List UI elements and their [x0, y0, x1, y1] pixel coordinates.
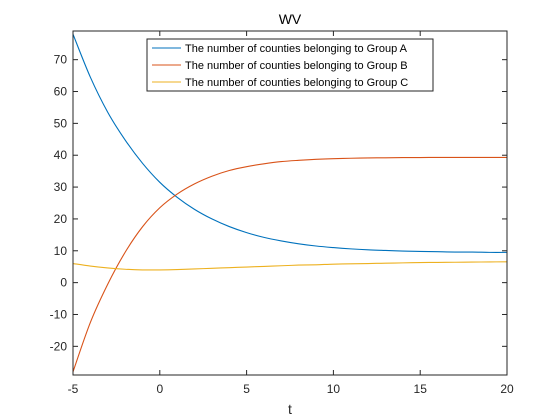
x-axis-label: t: [288, 401, 292, 417]
series-line-1: [72, 33, 508, 253]
y-tick-label: 70: [54, 53, 68, 67]
x-tick-label: 5: [243, 382, 250, 396]
legend: The number of counties belonging to Grou…: [146, 38, 434, 92]
x-tick-label: 0: [156, 382, 163, 396]
y-tick-label: -10: [50, 307, 68, 321]
x-tick-label: -5: [68, 382, 79, 396]
y-tick-label: 40: [54, 148, 68, 162]
plot-frame: [72, 30, 508, 376]
y-tick-label: 20: [54, 212, 68, 226]
y-tick-label: 60: [54, 85, 68, 99]
series-line-2: [72, 156, 507, 372]
legend-box: [146, 38, 434, 92]
ticks-layer: -5 0 5 10 15 20 -20 -10 0 10 20 30 40 50 60 70: [50, 31, 514, 396]
y-tick-label: 10: [54, 244, 68, 258]
series-layer: [72, 33, 508, 372]
y-tick-label: 50: [54, 116, 68, 130]
x-tick-label: 20: [500, 382, 514, 396]
series-line-3: [72, 261, 508, 271]
x-tick-label: 10: [327, 382, 341, 396]
chart-title: WV: [279, 11, 302, 27]
y-tick-label: 30: [54, 180, 68, 194]
legend-label-3: The number of counties belonging to Grou…: [185, 77, 408, 89]
legend-label-2: The number of counties belonging to Grou…: [185, 60, 408, 72]
x-tick-label: 15: [414, 382, 428, 396]
y-tick-label: 0: [60, 276, 67, 290]
y-tick-label: -20: [50, 339, 68, 353]
legend-label-1: The number of counties belonging to Grou…: [185, 43, 408, 55]
